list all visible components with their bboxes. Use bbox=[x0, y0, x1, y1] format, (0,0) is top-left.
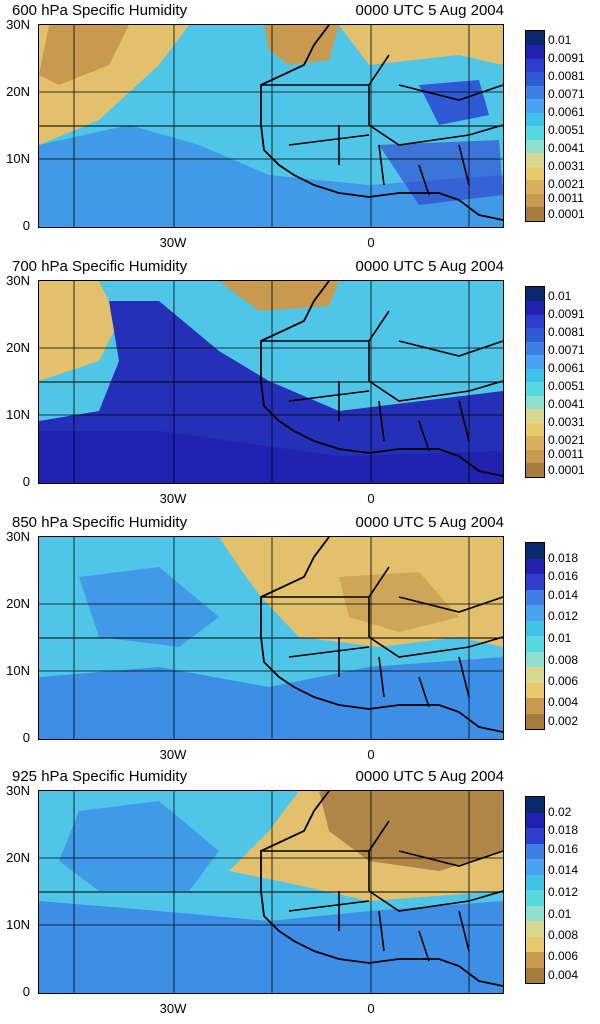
lon-label-30w: 30W bbox=[159, 747, 187, 762]
lat-label-20n: 20N bbox=[6, 850, 30, 865]
colorbar-label: 0.0041 bbox=[548, 397, 585, 411]
lat-label-10n: 10N bbox=[6, 407, 30, 422]
lon-label-0: 0 bbox=[367, 747, 375, 762]
valid-time: 0000 UTC 5 Aug 2004 bbox=[355, 258, 504, 275]
lon-label-0: 0 bbox=[367, 235, 375, 250]
colorbar bbox=[525, 30, 545, 222]
colorbar-label: 0.008 bbox=[548, 928, 579, 942]
panel-title: 600 hPa Specific Humidity bbox=[12, 2, 188, 19]
panel-title: 850 hPa Specific Humidity bbox=[12, 514, 188, 531]
colorbar-label: 0.004 bbox=[548, 968, 579, 982]
colorbar-label: 0.004 bbox=[548, 695, 579, 709]
lat-label-eq: 0 bbox=[22, 218, 30, 233]
lat-label-30n: 30N bbox=[6, 273, 30, 288]
colorbar-label: 0.0031 bbox=[548, 415, 585, 429]
colorbar-label: 0.018 bbox=[548, 551, 579, 565]
colorbar-label: 0.018 bbox=[548, 823, 579, 837]
colorbar-label: 0.0011 bbox=[548, 191, 584, 205]
lat-label-20n: 20N bbox=[6, 340, 30, 355]
colorbar-label: 0.0081 bbox=[548, 69, 585, 83]
colorbar-label: 0.0021 bbox=[548, 433, 585, 447]
lon-label-30w: 30W bbox=[159, 491, 187, 506]
colorbar-label: 0.0041 bbox=[548, 141, 585, 155]
colorbar-label: 0.006 bbox=[548, 949, 579, 963]
lat-label-30n: 30N bbox=[6, 17, 30, 32]
colorbar-label: 0.0091 bbox=[548, 51, 585, 65]
colorbar-label: 0.008 bbox=[548, 653, 579, 667]
colorbar-label: 0.0001 bbox=[548, 207, 585, 221]
lat-label-eq: 0 bbox=[22, 474, 30, 489]
colorbar-label: 0.01 bbox=[548, 631, 572, 645]
lon-label-0: 0 bbox=[367, 491, 375, 506]
valid-time: 0000 UTC 5 Aug 2004 bbox=[355, 768, 504, 785]
lon-label-0: 0 bbox=[367, 1001, 375, 1016]
lat-label-30n: 30N bbox=[6, 783, 30, 798]
colorbar-label: 0.0031 bbox=[548, 159, 585, 173]
colorbar-label: 0.0071 bbox=[548, 87, 585, 101]
lat-label-10n: 10N bbox=[6, 151, 30, 166]
panel-700hpa: 700 hPa Specific Humidity 0000 UTC 5 Aug… bbox=[0, 258, 600, 514]
colorbar-label: 0.012 bbox=[548, 609, 579, 623]
colorbar-label: 0.01 bbox=[548, 33, 572, 47]
humidity-map bbox=[38, 536, 504, 740]
lat-label-20n: 20N bbox=[6, 84, 30, 99]
colorbar-label: 0.01 bbox=[548, 289, 572, 303]
panel-850hpa: 850 hPa Specific Humidity 0000 UTC 5 Aug… bbox=[0, 514, 600, 770]
colorbar-label: 0.016 bbox=[548, 569, 579, 583]
colorbar-label: 0.014 bbox=[548, 588, 579, 602]
valid-time: 0000 UTC 5 Aug 2004 bbox=[355, 2, 504, 19]
humidity-map bbox=[38, 24, 504, 228]
colorbar-label: 0.0071 bbox=[548, 343, 585, 357]
lon-label-30w: 30W bbox=[159, 235, 187, 250]
colorbar-label: 0.014 bbox=[548, 863, 579, 877]
lat-label-10n: 10N bbox=[6, 663, 30, 678]
lon-label-30w: 30W bbox=[159, 1001, 187, 1016]
colorbar-label: 0.01 bbox=[548, 907, 572, 921]
colorbar-label: 0.0051 bbox=[548, 123, 585, 137]
colorbar-label: 0.002 bbox=[548, 714, 579, 728]
colorbar-label: 0.0061 bbox=[548, 105, 585, 119]
colorbar-label: 0.0061 bbox=[548, 361, 585, 375]
colorbar-label: 0.012 bbox=[548, 885, 579, 899]
lat-label-eq: 0 bbox=[22, 984, 30, 999]
colorbar-label: 0.006 bbox=[548, 674, 579, 688]
colorbar bbox=[525, 796, 545, 984]
colorbar bbox=[525, 286, 545, 478]
colorbar bbox=[525, 542, 545, 730]
lat-label-10n: 10N bbox=[6, 917, 30, 932]
colorbar-label: 0.016 bbox=[548, 842, 579, 856]
colorbar-label: 0.0051 bbox=[548, 379, 585, 393]
colorbar-label: 0.0091 bbox=[548, 307, 585, 321]
humidity-map bbox=[38, 790, 504, 994]
valid-time: 0000 UTC 5 Aug 2004 bbox=[355, 514, 504, 531]
colorbar-label: 0.02 bbox=[548, 805, 572, 819]
humidity-map bbox=[38, 280, 504, 484]
colorbar-label: 0.0021 bbox=[548, 177, 585, 191]
lat-label-30n: 30N bbox=[6, 529, 30, 544]
panel-title: 700 hPa Specific Humidity bbox=[12, 258, 188, 275]
colorbar-label: 0.0011 bbox=[548, 447, 584, 461]
panel-925hpa: 925 hPa Specific Humidity 0000 UTC 5 Aug… bbox=[0, 768, 600, 1024]
colorbar-label: 0.0081 bbox=[548, 325, 585, 339]
colorbar-label: 0.0001 bbox=[548, 463, 585, 477]
lat-label-20n: 20N bbox=[6, 596, 30, 611]
panel-title: 925 hPa Specific Humidity bbox=[12, 768, 188, 785]
panel-600hpa: 600 hPa Specific Humidity 0000 UTC 5 Aug… bbox=[0, 2, 600, 258]
lat-label-eq: 0 bbox=[22, 730, 30, 745]
